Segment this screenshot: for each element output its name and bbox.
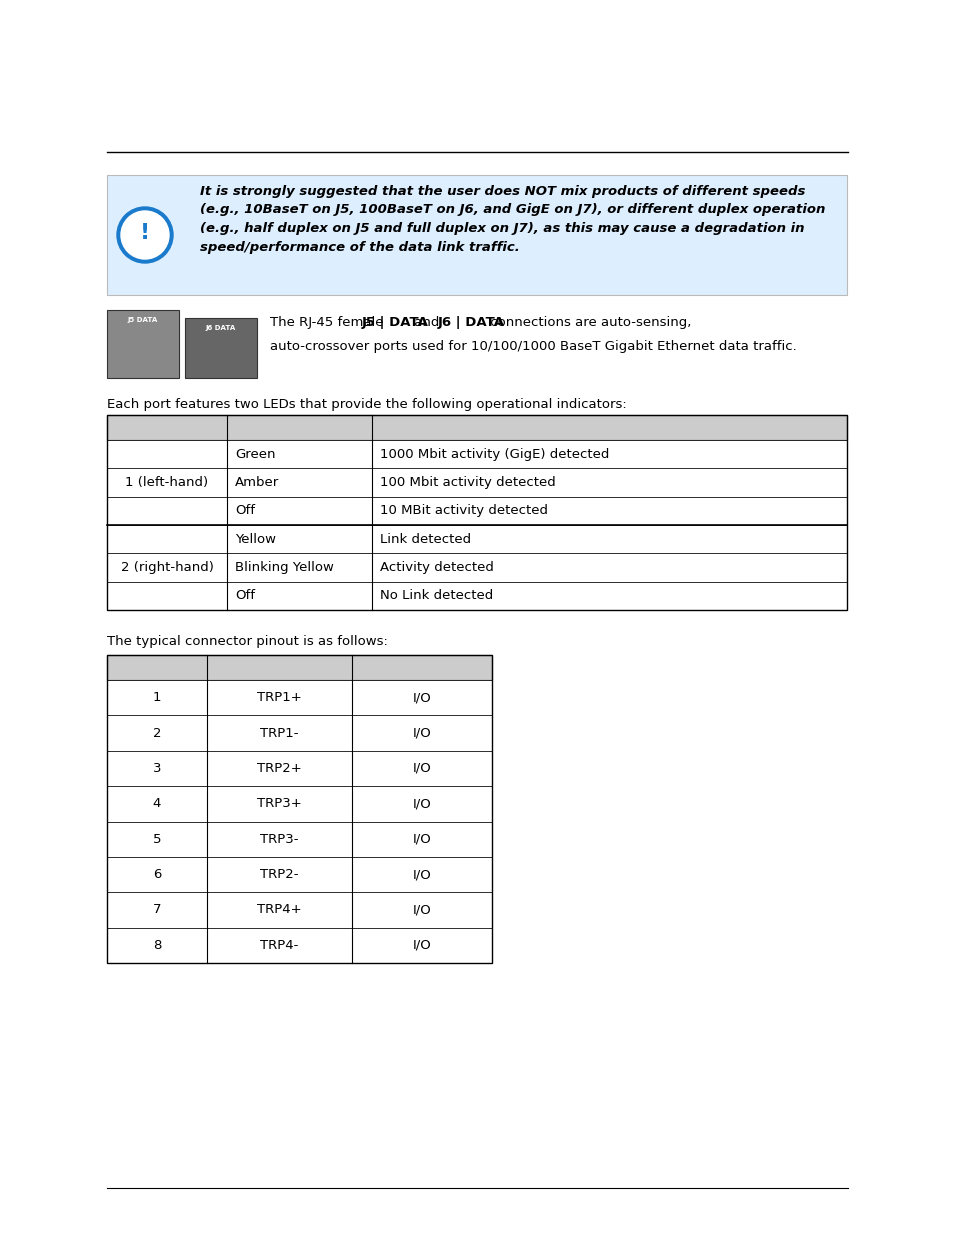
Text: It is strongly suggested that the user does NOT mix products of different speeds: It is strongly suggested that the user d… (200, 185, 824, 253)
Text: The RJ-45 female: The RJ-45 female (270, 316, 387, 329)
Text: I/O: I/O (413, 762, 431, 774)
Text: and: and (410, 316, 443, 329)
Circle shape (121, 211, 169, 259)
Text: TRP1+: TRP1+ (257, 692, 301, 704)
Text: 7: 7 (152, 904, 161, 916)
Text: Blinking Yellow: Blinking Yellow (234, 561, 334, 574)
Text: I/O: I/O (413, 904, 431, 916)
Bar (107, 553, 846, 582)
Text: Activity detected: Activity detected (379, 561, 494, 574)
Bar (185, 317, 256, 378)
Text: The typical connector pinout is as follows:: The typical connector pinout is as follo… (107, 635, 388, 648)
Bar (107, 175, 846, 295)
Text: J5 | DATA: J5 | DATA (361, 316, 428, 329)
Text: auto-crossover ports used for 10/100/1000 BaseT Gigabit Ethernet data traffic.: auto-crossover ports used for 10/100/100… (270, 340, 796, 353)
Text: !: ! (140, 224, 150, 243)
Text: I/O: I/O (413, 798, 431, 810)
Text: Off: Off (234, 589, 254, 603)
Text: TRP2-: TRP2- (260, 868, 298, 881)
Text: J6 | DATA: J6 | DATA (436, 316, 504, 329)
Bar (107, 582, 846, 610)
Text: connections are auto-sensing,: connections are auto-sensing, (485, 316, 691, 329)
Text: 1000 Mbit activity (GigE) detected: 1000 Mbit activity (GigE) detected (379, 447, 609, 461)
Text: TRP4+: TRP4+ (257, 904, 301, 916)
Bar (107, 496, 846, 525)
Bar (107, 468, 846, 496)
Text: 1: 1 (152, 692, 161, 704)
Text: Yellow: Yellow (234, 532, 275, 546)
Text: 6: 6 (152, 868, 161, 881)
Bar (107, 655, 492, 680)
Text: 4: 4 (152, 798, 161, 810)
Bar (107, 787, 492, 821)
Text: I/O: I/O (413, 868, 431, 881)
Bar (107, 751, 492, 787)
Text: 5: 5 (152, 832, 161, 846)
Bar (107, 525, 846, 553)
Bar (107, 655, 492, 963)
Bar (107, 440, 846, 468)
Text: 8: 8 (152, 939, 161, 952)
Text: 1 (left-hand): 1 (left-hand) (125, 475, 209, 489)
Text: TRP1-: TRP1- (260, 726, 298, 740)
Text: No Link detected: No Link detected (379, 589, 493, 603)
Bar (107, 892, 492, 927)
Text: Link detected: Link detected (379, 532, 471, 546)
Bar (107, 310, 179, 378)
Text: TRP2+: TRP2+ (257, 762, 301, 774)
Text: Each port features two LEDs that provide the following operational indicators:: Each port features two LEDs that provide… (107, 398, 626, 411)
Text: TRP3+: TRP3+ (257, 798, 301, 810)
Text: 100 Mbit activity detected: 100 Mbit activity detected (379, 475, 556, 489)
Bar (107, 415, 846, 440)
Text: I/O: I/O (413, 832, 431, 846)
Text: 2: 2 (152, 726, 161, 740)
Text: 10 MBit activity detected: 10 MBit activity detected (379, 504, 547, 517)
Bar (107, 927, 492, 963)
Text: TRP4-: TRP4- (260, 939, 298, 952)
Text: Off: Off (234, 504, 254, 517)
Text: TRP3-: TRP3- (260, 832, 298, 846)
Bar (107, 715, 492, 751)
Text: 2 (right-hand): 2 (right-hand) (120, 561, 213, 574)
Text: J5 DATA: J5 DATA (128, 317, 158, 324)
Text: I/O: I/O (413, 726, 431, 740)
Text: Green: Green (234, 447, 275, 461)
Bar (107, 821, 492, 857)
Text: 3: 3 (152, 762, 161, 774)
Bar (107, 415, 846, 610)
Bar (107, 857, 492, 892)
Circle shape (117, 207, 172, 263)
Text: J6 DATA: J6 DATA (206, 325, 236, 331)
Text: I/O: I/O (413, 692, 431, 704)
Text: Amber: Amber (234, 475, 279, 489)
Bar (107, 680, 492, 715)
Text: I/O: I/O (413, 939, 431, 952)
